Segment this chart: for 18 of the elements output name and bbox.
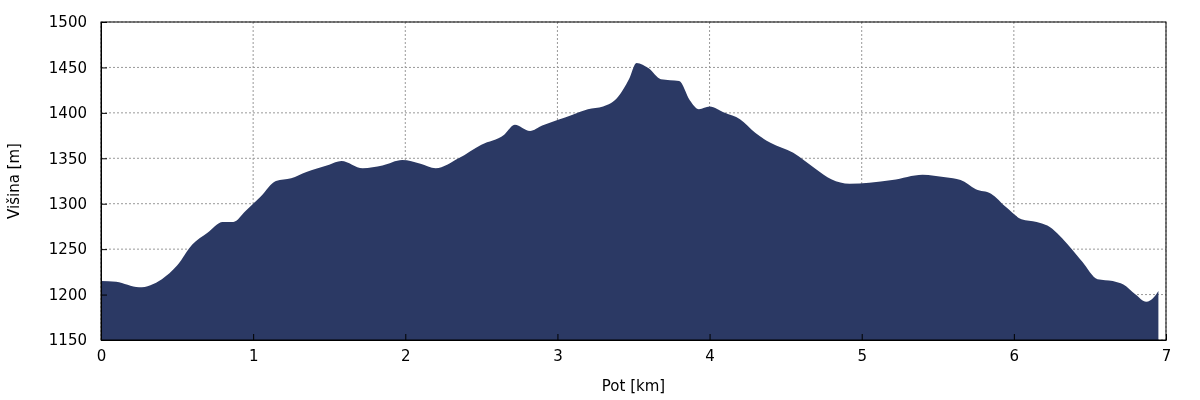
x-tick-label: 0 [96, 346, 107, 365]
y-tick-label: 1200 [48, 285, 87, 304]
x-tick-label: 1 [248, 346, 259, 365]
y-tick-label: 1300 [48, 195, 87, 214]
y-tick-label: 1350 [48, 149, 87, 168]
x-axis-title: Pot [km] [601, 377, 666, 395]
y-tick-label: 1400 [48, 104, 87, 123]
y-tick-label: 1250 [48, 240, 87, 259]
y-tick-label: 1450 [48, 58, 87, 77]
x-tick-label: 7 [1161, 346, 1172, 365]
x-tick-label: 2 [401, 346, 411, 365]
x-tick-label: 3 [553, 346, 563, 365]
y-tick-label: 1500 [48, 13, 87, 32]
x-tick-label: 6 [1009, 346, 1020, 365]
x-tick-label: 5 [857, 346, 867, 365]
y-tick-label: 1150 [48, 331, 87, 350]
y-axis-title: Višina [m] [5, 143, 23, 219]
x-tick-label: 4 [705, 346, 715, 365]
